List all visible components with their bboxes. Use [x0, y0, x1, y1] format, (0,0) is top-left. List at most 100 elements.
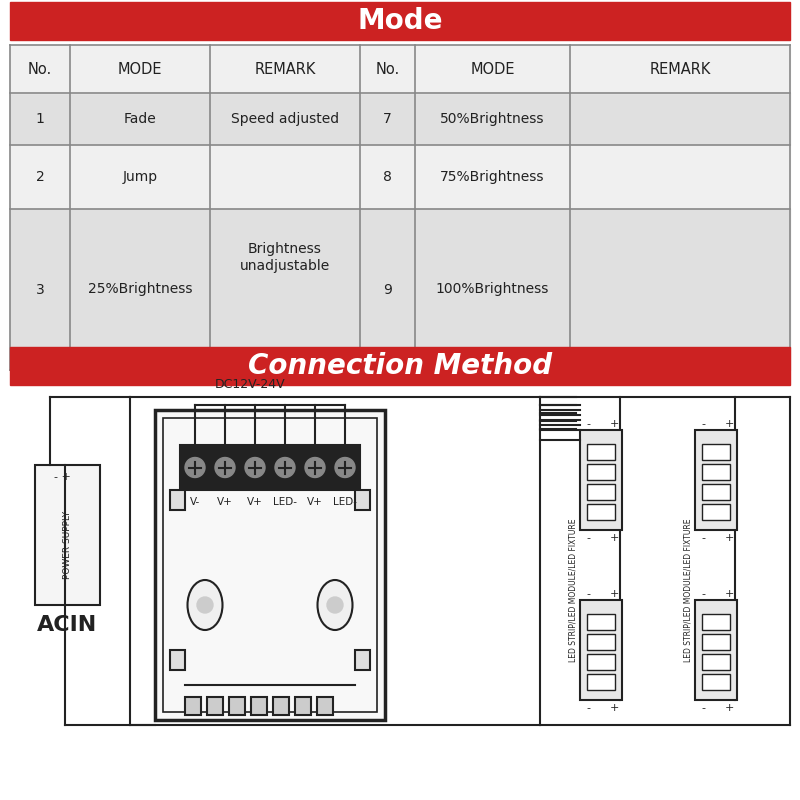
Text: 25%Brightness: 25%Brightness: [88, 282, 192, 297]
Bar: [587, 614, 615, 630]
Text: -: -: [701, 419, 705, 429]
Text: DC12V-24V: DC12V-24V: [214, 378, 286, 391]
Circle shape: [185, 458, 205, 478]
Bar: [180, 445, 360, 490]
Bar: [295, 697, 311, 715]
Text: -: -: [586, 419, 590, 429]
Text: +: +: [610, 589, 618, 599]
Bar: [587, 464, 615, 480]
Bar: [587, 484, 615, 500]
Bar: [10, 347, 790, 385]
Bar: [587, 634, 615, 650]
Bar: [273, 697, 289, 715]
Circle shape: [245, 458, 265, 478]
Text: Jump: Jump: [122, 170, 158, 184]
Circle shape: [327, 597, 343, 613]
Text: +: +: [724, 703, 734, 713]
Text: POWER SUPPLY: POWER SUPPLY: [63, 511, 72, 579]
Text: -: -: [586, 703, 590, 713]
Text: 50%Brightness: 50%Brightness: [440, 112, 545, 126]
Text: No.: No.: [375, 62, 400, 77]
Bar: [10, 209, 790, 370]
Text: 9: 9: [383, 282, 392, 297]
Circle shape: [305, 458, 325, 478]
Text: -: -: [586, 589, 590, 599]
Text: REMARK: REMARK: [650, 62, 710, 77]
Text: LED STRIP/LED MODULE/LED FIXTURE: LED STRIP/LED MODULE/LED FIXTURE: [683, 518, 693, 662]
Bar: [207, 697, 223, 715]
Bar: [355, 490, 370, 510]
Bar: [355, 650, 370, 670]
Bar: [702, 674, 730, 690]
Text: MODE: MODE: [470, 62, 514, 77]
Text: ACIN: ACIN: [38, 615, 98, 635]
Bar: [10, 45, 790, 93]
Bar: [702, 484, 730, 500]
Text: REMARK: REMARK: [254, 62, 316, 77]
Text: Brightness
unadjustable: Brightness unadjustable: [240, 242, 330, 273]
Text: 2: 2: [36, 170, 44, 184]
Text: V+: V+: [247, 497, 263, 507]
Circle shape: [335, 458, 355, 478]
Text: +: +: [724, 419, 734, 429]
Text: 1: 1: [35, 112, 45, 126]
Bar: [317, 697, 333, 715]
Text: 8: 8: [383, 170, 392, 184]
Bar: [10, 45, 790, 93]
Text: 3: 3: [36, 282, 44, 297]
Bar: [251, 697, 267, 715]
Bar: [695, 600, 737, 700]
Text: LED-: LED-: [333, 497, 357, 507]
Text: +: +: [610, 533, 618, 543]
Text: V-: V-: [190, 497, 200, 507]
Text: 7: 7: [383, 112, 392, 126]
Text: 100%Brightness: 100%Brightness: [436, 282, 549, 297]
Text: No.: No.: [28, 62, 52, 77]
Bar: [170, 650, 185, 670]
Text: +: +: [724, 533, 734, 543]
Text: V+: V+: [217, 497, 233, 507]
Text: -: -: [701, 589, 705, 599]
Bar: [170, 490, 185, 510]
Bar: [163, 418, 377, 712]
Bar: [229, 697, 245, 715]
Text: +: +: [610, 703, 618, 713]
Ellipse shape: [318, 580, 353, 630]
Text: Speed adjusted: Speed adjusted: [231, 112, 339, 126]
Bar: [702, 464, 730, 480]
Bar: [185, 697, 201, 715]
Bar: [587, 654, 615, 670]
Bar: [35, 465, 100, 605]
Bar: [702, 444, 730, 460]
Bar: [10, 2, 790, 40]
Bar: [155, 410, 385, 720]
Ellipse shape: [187, 580, 222, 630]
Bar: [702, 614, 730, 630]
Bar: [580, 430, 622, 530]
Text: V+: V+: [307, 497, 323, 507]
Circle shape: [215, 458, 235, 478]
Text: -: -: [701, 703, 705, 713]
Text: -: -: [701, 533, 705, 543]
Text: Connection Method: Connection Method: [248, 352, 552, 380]
Text: +: +: [610, 419, 618, 429]
Bar: [702, 504, 730, 520]
Text: LED-: LED-: [273, 497, 297, 507]
Bar: [587, 444, 615, 460]
Bar: [695, 430, 737, 530]
Text: +: +: [724, 589, 734, 599]
Circle shape: [197, 597, 213, 613]
Bar: [10, 145, 790, 209]
Text: MODE: MODE: [118, 62, 162, 77]
Bar: [587, 674, 615, 690]
Circle shape: [275, 458, 295, 478]
Bar: [587, 504, 615, 520]
Bar: [702, 654, 730, 670]
Text: Mode: Mode: [358, 7, 442, 35]
Bar: [702, 634, 730, 650]
Text: 75%Brightness: 75%Brightness: [440, 170, 545, 184]
Bar: [10, 93, 790, 145]
Bar: [580, 600, 622, 700]
Text: - +: - +: [54, 472, 71, 482]
Text: -: -: [586, 533, 590, 543]
